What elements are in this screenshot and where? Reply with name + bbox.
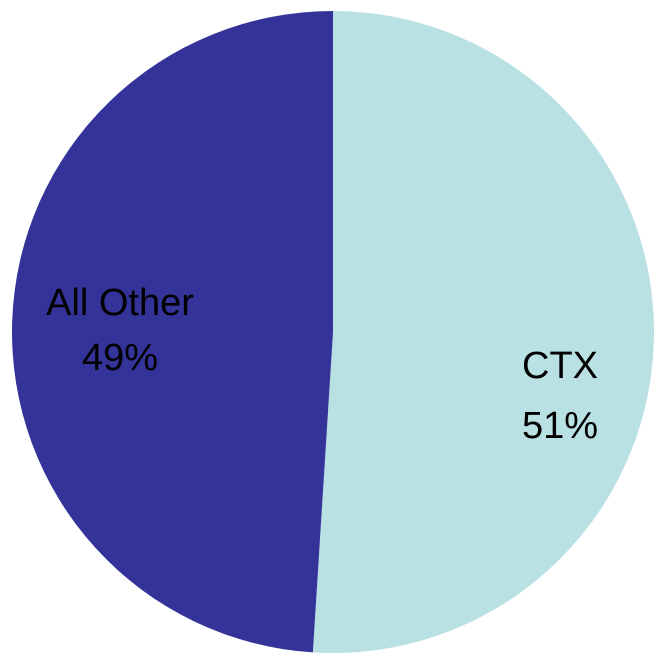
slice-label: All Other xyxy=(46,282,194,324)
slice-label: CTX xyxy=(522,345,598,387)
slice-value-label: 51% xyxy=(522,405,598,447)
slice-value-label: 49% xyxy=(82,337,158,379)
pie-slice xyxy=(312,11,655,654)
pie-slice xyxy=(12,11,334,653)
